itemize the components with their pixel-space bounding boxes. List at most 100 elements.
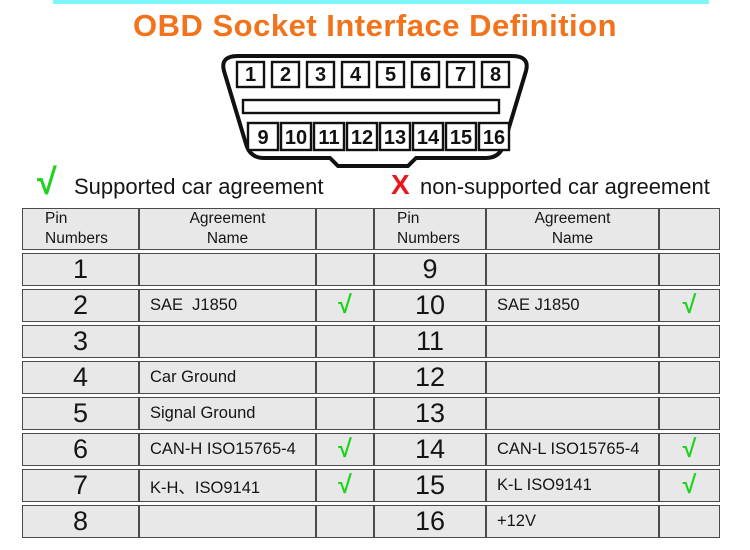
pin-box <box>270 60 301 89</box>
header-line: Agreement <box>189 210 266 227</box>
agreement-name: K-L ISO9141 <box>486 469 659 503</box>
pin-box <box>410 60 441 89</box>
pin-label: 6 <box>420 64 431 86</box>
support-mark: √ <box>316 433 374 467</box>
table-header-row: Pin Numbers Agreement Name Pin Numbers A… <box>22 208 720 251</box>
agreement-name: Signal Ground <box>139 397 316 431</box>
pin-number: 4 <box>22 361 139 395</box>
pin-number: 8 <box>22 505 139 539</box>
pin-number: 1 <box>22 253 139 287</box>
pin-numbers-header: Pin Numbers <box>374 208 486 251</box>
agreement-name <box>486 253 659 287</box>
pin-box <box>378 121 412 152</box>
pin-numbers-header: Pin Numbers <box>22 208 139 251</box>
agreement-name <box>139 505 316 539</box>
pin-label: 16 <box>483 127 505 149</box>
pin-box <box>445 60 476 89</box>
agreement-name <box>139 253 316 287</box>
pin-number: 6 <box>22 433 139 467</box>
pin-box <box>345 121 379 152</box>
agreement-name-header: Agreement Name <box>139 208 316 251</box>
pin-number: 7 <box>22 469 139 503</box>
agreement-name: K-H、ISO9141 <box>139 469 316 503</box>
table-row: 7 K-H、ISO9141 √ 15 K-L ISO9141 √ <box>22 469 720 503</box>
support-mark <box>316 361 374 395</box>
support-mark <box>659 361 720 395</box>
pin-label: 8 <box>490 64 501 86</box>
pin-label: 5 <box>385 64 396 86</box>
agreement-name: Car Ground <box>139 361 316 395</box>
agreement-name-header: Agreement Name <box>486 208 659 251</box>
pin-label: 11 <box>318 127 339 149</box>
pin-label: 2 <box>280 64 291 86</box>
agreement-name <box>139 325 316 359</box>
support-mark: √ <box>659 469 720 503</box>
pin-box <box>340 60 371 89</box>
pin-box <box>305 60 336 89</box>
support-mark: √ <box>316 469 374 503</box>
supported-legend-label: Supported car agreement <box>74 174 324 199</box>
unsupported-legend-label: non-supported car agreement <box>420 174 710 199</box>
bottom-pin-row: 9 10 11 12 13 14 15 16 <box>246 121 511 152</box>
header-line: Name <box>206 230 249 248</box>
pin-box <box>375 60 406 89</box>
support-mark <box>316 325 374 359</box>
support-mark <box>316 253 374 287</box>
support-mark <box>659 253 720 287</box>
pin-label: 4 <box>350 64 362 86</box>
agreement-name <box>486 325 659 359</box>
pin-label: 12 <box>351 127 373 149</box>
page-title: OBD Socket Interface Definition <box>132 8 618 43</box>
pin-box <box>480 60 511 89</box>
pin-box <box>235 60 266 89</box>
top-accent-bar <box>53 0 709 4</box>
obd-socket-diagram: 1 2 3 4 5 6 7 8 9 10 11 12 13 14 15 16 <box>221 54 529 168</box>
support-mark: √ <box>659 289 720 323</box>
support-mark: √ <box>316 289 374 323</box>
agreement-name: SAE J1850 <box>486 289 659 323</box>
table-row: 2 SAE J1850 √ 10 SAE J1850 √ <box>22 289 720 323</box>
pin-label: 13 <box>384 127 406 149</box>
pin-box <box>444 121 478 152</box>
pin-box <box>477 121 511 152</box>
header-line: Numbers <box>397 230 460 248</box>
support-mark <box>659 397 720 431</box>
header-line: Agreement <box>534 210 611 227</box>
header-line: Pin <box>397 210 420 227</box>
table-row: 5 Signal Ground 13 <box>22 397 720 431</box>
pin-number: 16 <box>374 505 486 539</box>
support-mark <box>659 325 720 359</box>
table-row: 3 11 <box>22 325 720 359</box>
table-row: 4 Car Ground 12 <box>22 361 720 395</box>
agreement-name <box>486 361 659 395</box>
support-header-cell <box>659 208 720 251</box>
table-row: 6 CAN-H ISO15765-4 √ 14 CAN-L ISO15765-4… <box>22 433 720 467</box>
pin-number: 11 <box>374 325 486 359</box>
pin-number: 5 <box>22 397 139 431</box>
header-line: Pin <box>45 210 68 227</box>
support-mark <box>316 397 374 431</box>
top-pin-row: 1 2 3 4 5 6 7 8 <box>235 60 511 89</box>
pin-label: 15 <box>450 127 472 149</box>
agreement-name: SAE J1850 <box>139 289 316 323</box>
pin-definition-table: Pin Numbers Agreement Name Pin Numbers A… <box>22 205 720 541</box>
table-row: 8 16 +12V <box>22 505 720 539</box>
pin-label: 9 <box>257 127 268 149</box>
agreement-name <box>486 397 659 431</box>
agreement-name: CAN-H ISO15765-4 <box>139 433 316 467</box>
support-mark <box>659 505 720 539</box>
pin-label: 3 <box>315 64 326 86</box>
pin-box <box>246 121 280 152</box>
pin-number: 2 <box>22 289 139 323</box>
pin-box <box>279 121 313 152</box>
pin-number: 3 <box>22 325 139 359</box>
pin-label: 7 <box>455 64 466 86</box>
header-line: Numbers <box>45 230 108 248</box>
pin-label: 1 <box>245 64 256 86</box>
check-icon: √ <box>37 161 57 202</box>
agreement-name: +12V <box>486 505 659 539</box>
pin-number: 12 <box>374 361 486 395</box>
header-line: Name <box>551 230 594 248</box>
pin-number: 10 <box>374 289 486 323</box>
